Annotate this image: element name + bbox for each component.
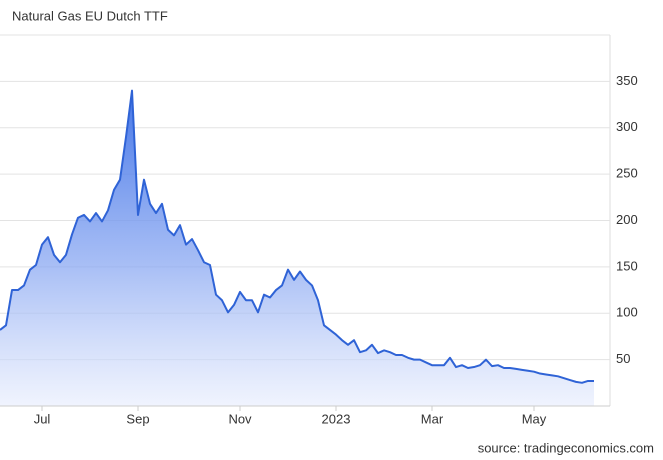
y-tick-label: 100 <box>616 305 638 320</box>
chart-title: Natural Gas EU Dutch TTF <box>12 8 168 23</box>
y-tick-label: 300 <box>616 119 638 134</box>
area-fill <box>0 90 594 407</box>
x-tick-label: Jul <box>34 411 51 426</box>
price-line <box>0 89 594 384</box>
x-tick-label: Mar <box>421 411 444 426</box>
x-tick-label: Sep <box>126 411 149 426</box>
source-note: source: tradingeconomics.com <box>478 440 654 455</box>
y-tick-label: 250 <box>616 166 638 181</box>
x-tick-label: Nov <box>228 411 252 426</box>
x-tick-label: May <box>522 411 547 426</box>
y-tick-label: 350 <box>616 73 638 88</box>
y-tick-label: 150 <box>616 258 638 273</box>
x-tick-label: 2023 <box>322 411 351 426</box>
y-tick-label: 50 <box>616 351 630 366</box>
y-tick-label: 200 <box>616 212 638 227</box>
